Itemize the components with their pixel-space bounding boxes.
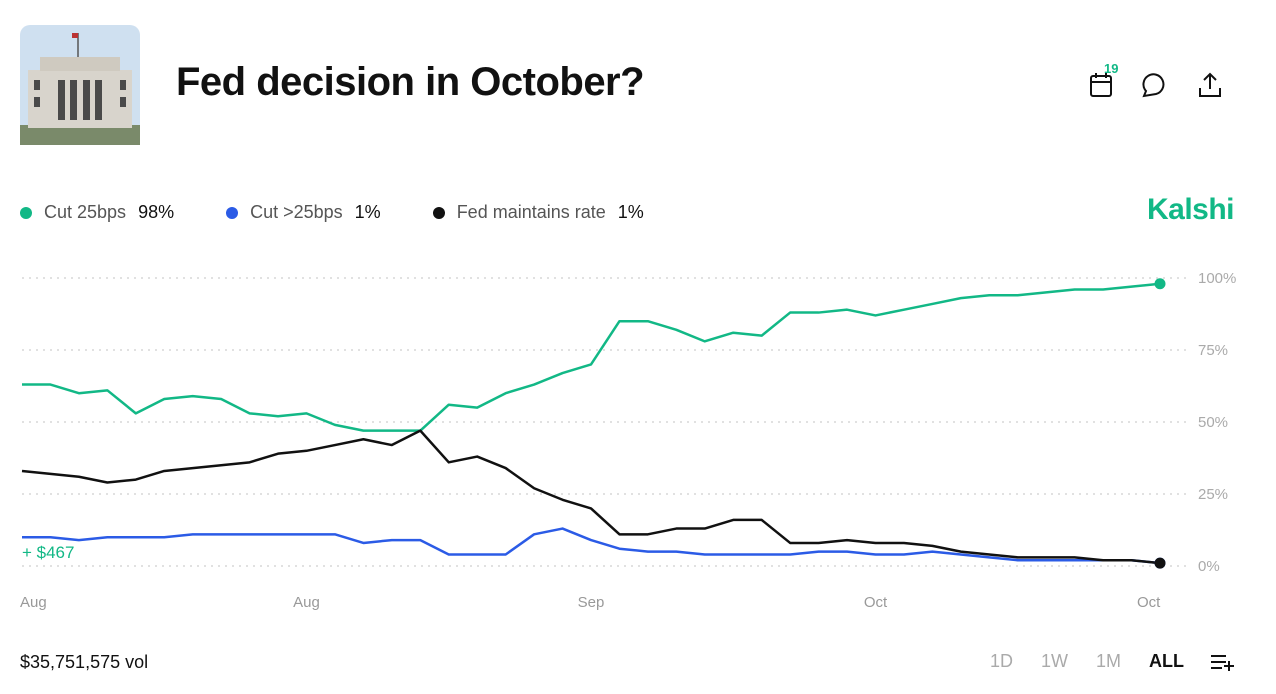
legend-item: Fed maintains rate 1%: [432, 202, 644, 223]
x-tick-label: Aug: [20, 594, 47, 611]
range-button[interactable]: ALL: [1149, 651, 1184, 671]
volume: $35,751,575 vol: [20, 652, 149, 672]
y-tick-label: 25%: [1198, 486, 1228, 503]
chart: 0% 25% 50% 75% 100% Aug Aug Sep Oct Oct + $467: [20, 270, 1236, 611]
legend-dot: [226, 206, 239, 219]
annotation: + $467: [22, 543, 74, 562]
legend-dot: [432, 206, 445, 219]
y-tick-label: 50%: [1198, 414, 1228, 431]
market-image: [20, 25, 140, 145]
toolbar: [1090, 72, 1221, 98]
share-icon[interactable]: [1199, 72, 1221, 97]
legend-value: 98%: [138, 202, 175, 222]
x-tick-label: Aug: [293, 594, 320, 611]
legend: Cut 25bps 98% Cut >25bps 1% Fed maintains ra…: [20, 202, 696, 223]
legend-value: 1%: [617, 202, 644, 222]
comment-icon[interactable]: [1142, 73, 1165, 98]
title: Fed decision in October?: [176, 60, 645, 104]
y-tick-label: 100%: [1198, 270, 1236, 287]
legend-value: 1%: [354, 202, 381, 222]
x-tick-label: Sep: [578, 594, 605, 611]
legend-item: Cut >25bps 1%: [226, 202, 381, 223]
legend-item: Cut 25bps 98%: [20, 202, 174, 223]
chart-settings-icon[interactable]: [1210, 652, 1236, 672]
y-tick-label: 75%: [1198, 342, 1228, 359]
range-button[interactable]: 1D: [989, 651, 1013, 671]
x-tick-label: Oct: [864, 594, 888, 611]
brand: Kalshi: [1146, 193, 1235, 226]
range-selector: 1D 1W 1M ALL: [962, 651, 1236, 672]
calendar-icon[interactable]: [1090, 73, 1112, 97]
range-button[interactable]: 1M: [1095, 651, 1121, 671]
x-tick-label: Oct: [1137, 594, 1161, 611]
legend-dot: [20, 206, 32, 219]
y-tick-label: 0%: [1198, 558, 1220, 575]
series-line: [21, 429, 1161, 565]
range-button[interactable]: 1W: [1040, 651, 1068, 671]
series-line: [22, 527, 1161, 565]
end-dot: [1154, 278, 1166, 290]
end-dot: [1154, 557, 1166, 569]
series-line: [22, 282, 1161, 432]
legend-label: Cut 25bps: [44, 202, 127, 222]
legend-label: Cut >25bps: [250, 202, 343, 222]
calendar-badge: 19: [1104, 61, 1119, 76]
legend-label: Fed maintains rate: [456, 202, 606, 222]
